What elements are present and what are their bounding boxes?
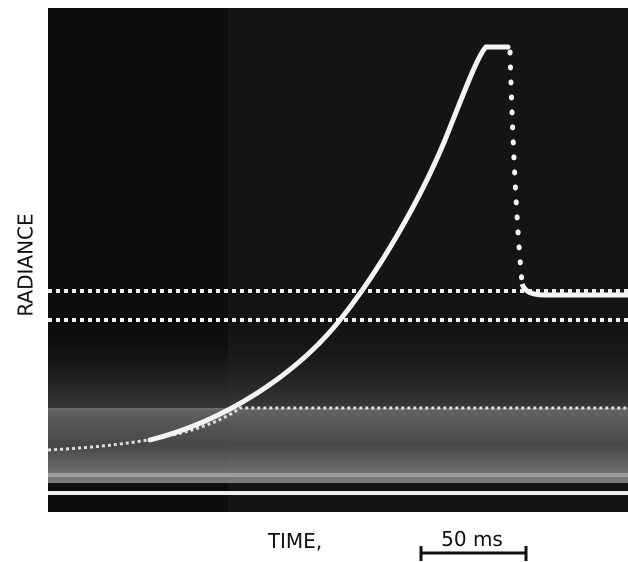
scale-bar <box>419 546 528 561</box>
scale-bar-label: 50 ms <box>441 527 503 551</box>
noise-band <box>48 408 628 483</box>
x-label: TIME, <box>267 529 322 553</box>
trace-tail <box>519 282 628 298</box>
trace-rise <box>147 44 511 443</box>
band-top <box>47 406 628 452</box>
y-label: RADIANCE <box>14 213 38 316</box>
haze <box>48 330 628 410</box>
